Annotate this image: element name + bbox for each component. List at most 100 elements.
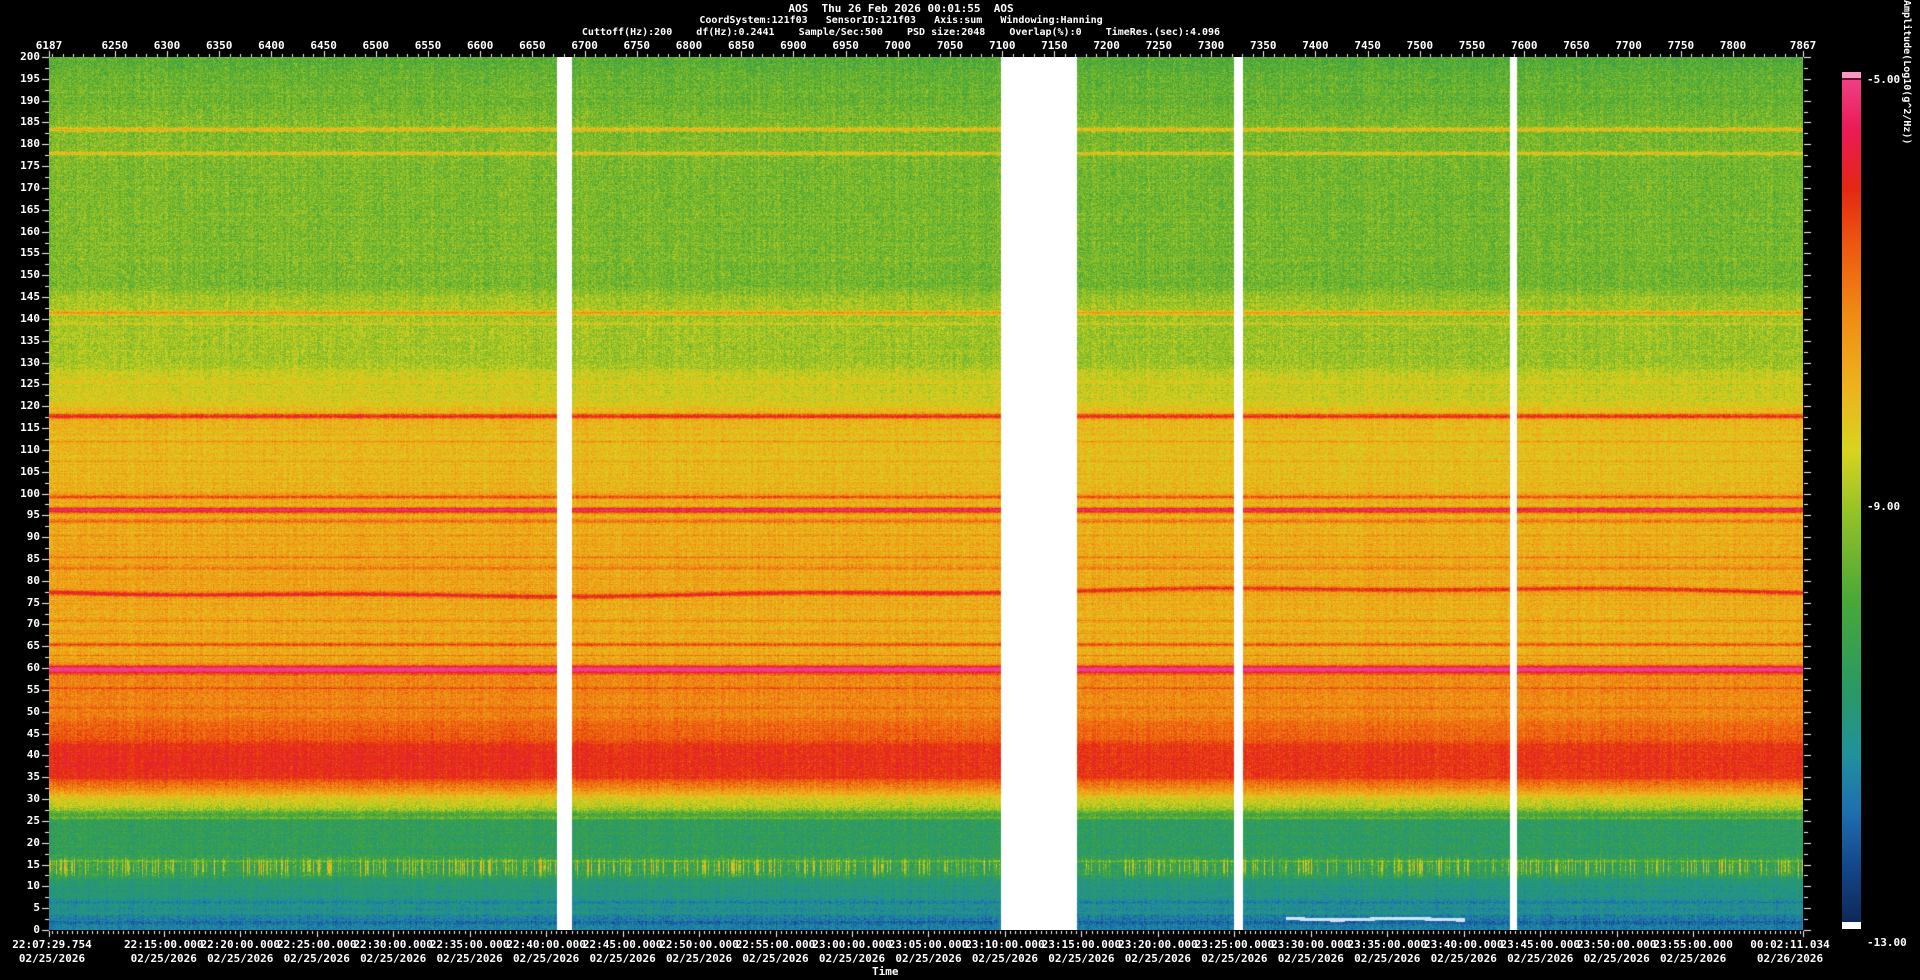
record-number-label: 7000 xyxy=(885,40,912,52)
time-tick-label: 22:30:00.000 xyxy=(353,939,432,951)
frequency-label: 100 xyxy=(8,488,40,500)
colorbar-gradient xyxy=(1842,80,1861,922)
record-number-label: 6850 xyxy=(728,40,755,52)
frequency-label: 25 xyxy=(8,815,40,827)
header-title: AOS Thu 26 Feb 2026 00:01:55 AOS xyxy=(0,2,1802,15)
time-tick-label: 23:40:00.000 xyxy=(1424,939,1503,951)
time-tick-label: 22:20:00.000 xyxy=(201,939,280,951)
frequency-label: 10 xyxy=(8,880,40,892)
amplitude-axis-title: Amplitude(Log10(g^2/Hz)) xyxy=(1901,0,1912,980)
spectrogram-viewer: AOS Thu 26 Feb 2026 00:01:55 AOS CoordSy… xyxy=(0,0,1920,980)
date-tick-label: 02/25/2026 xyxy=(1125,953,1191,965)
date-tick-label: 02/25/2026 xyxy=(513,953,579,965)
date-tick-label: 02/25/2026 xyxy=(1584,953,1650,965)
record-number-label: 7150 xyxy=(1041,40,1068,52)
record-number-label: 7800 xyxy=(1720,40,1747,52)
frequency-label: 175 xyxy=(8,160,40,172)
frequency-label: 125 xyxy=(8,378,40,390)
date-tick-label: 02/25/2026 xyxy=(284,953,350,965)
record-number-label: 7400 xyxy=(1302,40,1329,52)
record-number-label: 7050 xyxy=(937,40,964,52)
date-tick-label: 02/25/2026 xyxy=(1048,953,1114,965)
record-number-label: 7650 xyxy=(1563,40,1590,52)
frequency-label: 70 xyxy=(8,618,40,630)
record-number-label: 7750 xyxy=(1668,40,1695,52)
time-tick-label: 00:02:11.034 xyxy=(1750,939,1829,951)
frequency-label: 115 xyxy=(8,422,40,434)
time-tick-label: 23:00:00.000 xyxy=(812,939,891,951)
frequency-label: 55 xyxy=(8,684,40,696)
time-tick-label: 22:40:00.000 xyxy=(506,939,585,951)
record-number-label: 6500 xyxy=(363,40,390,52)
record-number-label: 7867 xyxy=(1790,40,1817,52)
time-tick-label: 23:10:00.000 xyxy=(965,939,1044,951)
record-number-label: 7300 xyxy=(1198,40,1225,52)
record-number-label: 7200 xyxy=(1093,40,1120,52)
time-tick-label: 22:50:00.000 xyxy=(659,939,738,951)
record-number-label: 6950 xyxy=(832,40,859,52)
frequency-label: 0 xyxy=(8,924,40,936)
frequency-label: 195 xyxy=(8,73,40,85)
frequency-label: 45 xyxy=(8,728,40,740)
record-number-label: 6600 xyxy=(467,40,494,52)
record-number-label: 6300 xyxy=(154,40,181,52)
header-params-line2: CoordSystem:121f03 SensorID:121f03 Axis:… xyxy=(0,15,1802,26)
time-tick-label: 23:05:00.000 xyxy=(889,939,968,951)
frequency-label: 95 xyxy=(8,509,40,521)
colorbar-tick-label: -5.00 xyxy=(1867,74,1900,86)
time-tick-label: 23:30:00.000 xyxy=(1271,939,1350,951)
date-tick-label: 02/25/2026 xyxy=(1278,953,1344,965)
frequency-label: 155 xyxy=(8,247,40,259)
time-tick-label: 22:55:00.000 xyxy=(736,939,815,951)
frequency-label: 35 xyxy=(8,771,40,783)
record-number-label: 7550 xyxy=(1459,40,1486,52)
frequency-label: 75 xyxy=(8,597,40,609)
record-number-label: 6700 xyxy=(571,40,598,52)
frequency-label: 150 xyxy=(8,269,40,281)
date-tick-label: 02/25/2026 xyxy=(360,953,426,965)
time-tick-label: 23:15:00.000 xyxy=(1042,939,1121,951)
record-number-label: 6350 xyxy=(206,40,233,52)
frequency-label: 120 xyxy=(8,400,40,412)
date-tick-label: 02/25/2026 xyxy=(1507,953,1573,965)
record-number-label: 6650 xyxy=(519,40,546,52)
record-number-label: 7600 xyxy=(1511,40,1538,52)
time-tick-label: 22:15:00.000 xyxy=(124,939,203,951)
record-number-label: 7250 xyxy=(1146,40,1173,52)
date-tick-label: 02/25/2026 xyxy=(1201,953,1267,965)
date-tick-label: 02/25/2026 xyxy=(19,953,85,965)
date-tick-label: 02/26/2026 xyxy=(1757,953,1823,965)
time-tick-label: 23:45:00.000 xyxy=(1500,939,1579,951)
frequency-label: 65 xyxy=(8,640,40,652)
date-tick-label: 02/25/2026 xyxy=(1431,953,1497,965)
frequency-label: 170 xyxy=(8,182,40,194)
date-tick-label: 02/25/2026 xyxy=(895,953,961,965)
date-tick-label: 02/25/2026 xyxy=(1660,953,1726,965)
time-tick-label: 22:35:00.000 xyxy=(430,939,509,951)
time-tick-label: 22:45:00.000 xyxy=(583,939,662,951)
header-params-line3: Cuttoff(Hz):200 df(Hz):0.2441 Sample/Sec… xyxy=(0,27,1802,38)
record-number-label: 7350 xyxy=(1250,40,1277,52)
date-tick-label: 02/25/2026 xyxy=(819,953,885,965)
colorbar-tick-label: -9.00 xyxy=(1867,501,1900,513)
time-tick-label: 23:55:00.000 xyxy=(1653,939,1732,951)
colorbar xyxy=(1842,72,1861,936)
colorbar-undervalue-cap xyxy=(1842,922,1861,929)
spectrogram-canvas xyxy=(49,57,1803,930)
date-tick-label: 02/25/2026 xyxy=(972,953,1038,965)
record-number-label: 7100 xyxy=(989,40,1016,52)
frequency-label: 60 xyxy=(8,662,40,674)
frequency-label: 85 xyxy=(8,553,40,565)
frequency-label: 105 xyxy=(8,466,40,478)
frequency-label: 185 xyxy=(8,116,40,128)
time-tick-label: 23:20:00.000 xyxy=(1118,939,1197,951)
frequency-label: 80 xyxy=(8,575,40,587)
record-number-label: 7500 xyxy=(1407,40,1434,52)
time-axis-title: Time xyxy=(872,966,899,978)
frequency-label: 110 xyxy=(8,444,40,456)
date-tick-label: 02/25/2026 xyxy=(437,953,503,965)
time-tick-label: 23:35:00.000 xyxy=(1348,939,1427,951)
date-tick-label: 02/25/2026 xyxy=(666,953,732,965)
record-number-label: 6550 xyxy=(415,40,442,52)
time-tick-label: 23:50:00.000 xyxy=(1577,939,1656,951)
